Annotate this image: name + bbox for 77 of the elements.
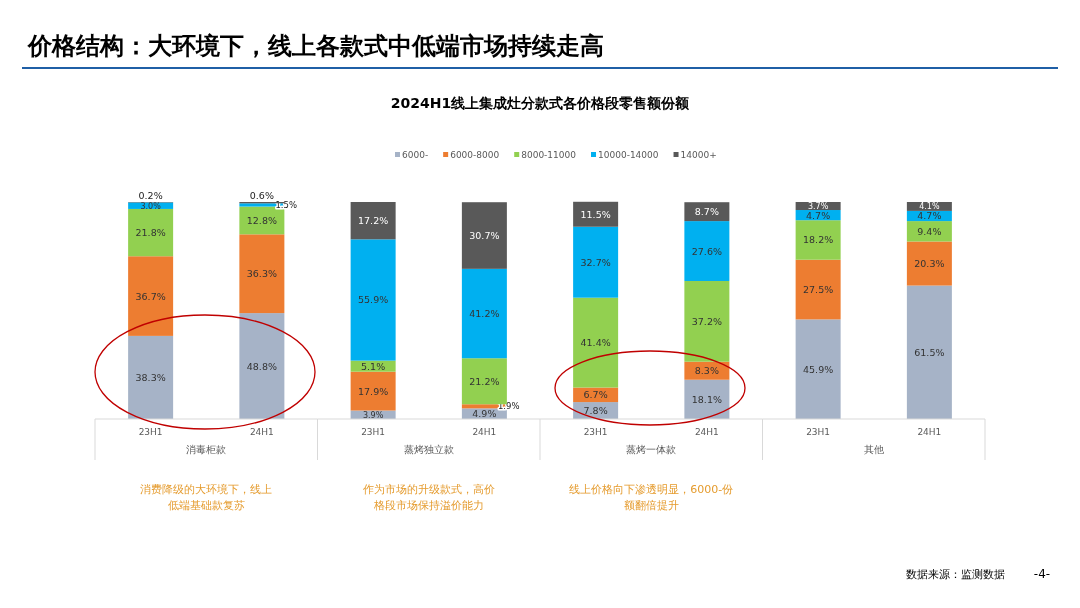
data-label: 5.1% <box>361 360 386 372</box>
text: 作为市场的升级款式，高价格段市场保持溢价能力 <box>361 483 495 512</box>
data-label: 3.0% <box>140 201 162 211</box>
data-label: 12.8% <box>246 214 277 226</box>
data-label: 32.7% <box>580 256 611 268</box>
data-label: 18.1% <box>691 393 722 405</box>
data-label: 45.9% <box>803 363 834 375</box>
text: 线上价格向下渗透明显，6000-份额翻倍提升 <box>569 483 734 512</box>
data-label: 20.3% <box>914 258 945 270</box>
x-tick-label: 23H1 <box>806 427 831 437</box>
data-label: 3.7% <box>807 202 829 212</box>
data-label: 55.9% <box>358 294 389 306</box>
x-tick-label: 24H1 <box>917 427 942 437</box>
bar <box>906 285 952 419</box>
data-label: 9.4% <box>917 225 942 237</box>
legend-label: 6000-8000 <box>450 150 500 160</box>
data-label: 6.7% <box>583 389 608 401</box>
legend-label: 14000+ <box>680 150 717 160</box>
bar <box>461 202 507 269</box>
data-label: 17.9% <box>358 385 389 397</box>
data-label: 0.2% <box>138 190 163 201</box>
legend-label: 6000- <box>402 150 429 160</box>
legend-label: 10000-14000 <box>598 150 659 160</box>
bar <box>684 221 730 281</box>
legend-label: 8000-11000 <box>521 150 577 160</box>
x-tick-label: 23H1 <box>361 427 386 437</box>
data-label: 4.7% <box>917 210 942 222</box>
bar <box>684 280 730 362</box>
data-label: 8.7% <box>694 206 719 218</box>
bar <box>795 259 841 320</box>
bar <box>573 201 619 227</box>
bar <box>906 241 952 286</box>
bar <box>350 202 396 240</box>
x-tick-label: 24H1 <box>694 427 719 437</box>
x-axis-title: 其他 <box>863 444 884 455</box>
data-label: 0.6% <box>249 190 274 201</box>
bar <box>573 226 619 298</box>
data-label: 4.1% <box>919 202 940 212</box>
bar <box>461 268 507 359</box>
x-tick-label: 24H1 <box>472 427 497 437</box>
data-label: 18.2% <box>803 234 834 246</box>
bar <box>350 239 396 361</box>
data-label: 27.5% <box>803 284 834 296</box>
text: 价格结构：大环境下，线上各款式中低端市场持续走高 <box>27 32 604 60</box>
data-label: 61.5% <box>914 346 945 358</box>
text: -4- <box>1033 567 1051 581</box>
data-label: 21.2% <box>469 375 500 387</box>
data-label: 48.8% <box>246 360 277 372</box>
data-label: 21.8% <box>135 227 166 239</box>
text: 2024H1线上集成灶分款式各价格段零售额份额 <box>390 95 691 111</box>
data-label: 4.7% <box>806 209 831 221</box>
x-tick-label: 24H1 <box>249 427 274 437</box>
data-label: 37.2% <box>691 315 722 327</box>
data-label: 27.6% <box>691 245 722 257</box>
data-label: 3.9% <box>362 410 384 420</box>
text: 消费降级的大环境下，线上低端基础款复苏 <box>140 483 273 512</box>
data-label: 41.4% <box>580 337 611 349</box>
data-label: 8.3% <box>694 365 719 377</box>
data-label: 38.3% <box>135 371 166 383</box>
x-axis-title: 蒸烤独立款 <box>403 444 454 455</box>
data-label: 36.7% <box>135 290 166 302</box>
data-label: 30.7% <box>469 230 500 242</box>
data-label: 11.5% <box>580 208 611 220</box>
x-tick-label: 23H1 <box>138 427 163 437</box>
x-axis-title: 蒸烤一体款 <box>626 444 677 455</box>
data-label: 4.9% <box>472 408 497 420</box>
data-label: 17.2% <box>358 215 389 227</box>
x-tick-label: 23H1 <box>583 427 608 437</box>
x-axis-title: 消毒柜款 <box>186 444 227 455</box>
bar <box>350 371 396 411</box>
data-label: 41.2% <box>469 308 500 320</box>
source-note: 数据来源：监测数据 <box>906 568 1005 580</box>
bar <box>795 220 841 260</box>
bar <box>795 319 841 419</box>
data-label: 36.3% <box>246 268 277 280</box>
bar <box>573 297 619 388</box>
data-label: 7.8% <box>583 405 608 417</box>
